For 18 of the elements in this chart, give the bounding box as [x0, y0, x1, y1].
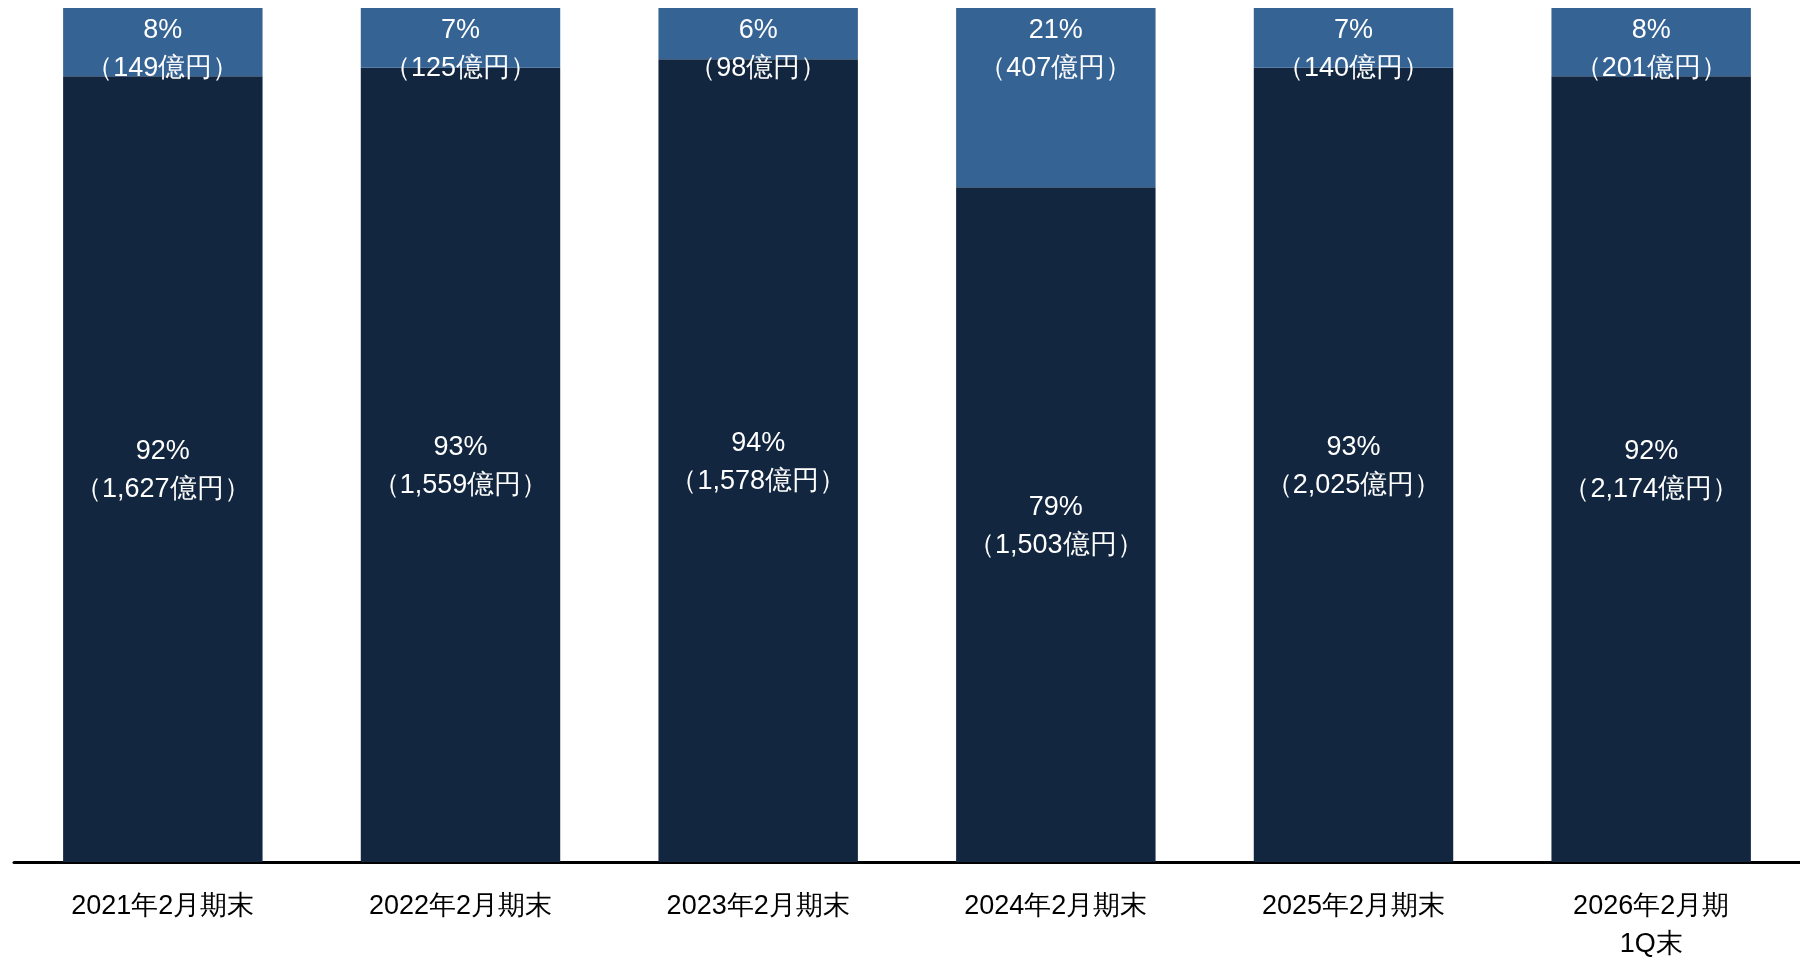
x-tick-label: 2023年2月期末 [666, 890, 850, 920]
data-label: 6% （98億円） [689, 14, 828, 82]
x-tick-label: 2021年2月期末 [71, 890, 255, 920]
data-label: 7% （125億円） [383, 14, 538, 82]
data-label: 92% （1,627億円） [75, 435, 251, 504]
x-tick-label: 2024年2月期末 [964, 890, 1148, 920]
data-label: 93% （2,025億円） [1265, 430, 1442, 499]
data-label: 79% （1,503億円） [968, 490, 1144, 559]
data-label: 94% （1,578億円） [670, 426, 846, 495]
x-tick-label: 2022年2月期末 [368, 890, 553, 920]
x-tick-label: 2026年2月期 1Q末 [1573, 890, 1730, 958]
data-label: 7% （140億円） [1276, 14, 1431, 82]
data-label: 8% （201億円） [1574, 14, 1728, 82]
data-label: 21% （407億円） [979, 14, 1133, 82]
data-label: 92% （2,174億円） [1563, 435, 1739, 504]
data-label: 93% （1,559億円） [372, 430, 549, 499]
data-label: 8% （149億円） [86, 14, 240, 82]
x-tick-label: 2025年2月期末 [1261, 890, 1446, 920]
